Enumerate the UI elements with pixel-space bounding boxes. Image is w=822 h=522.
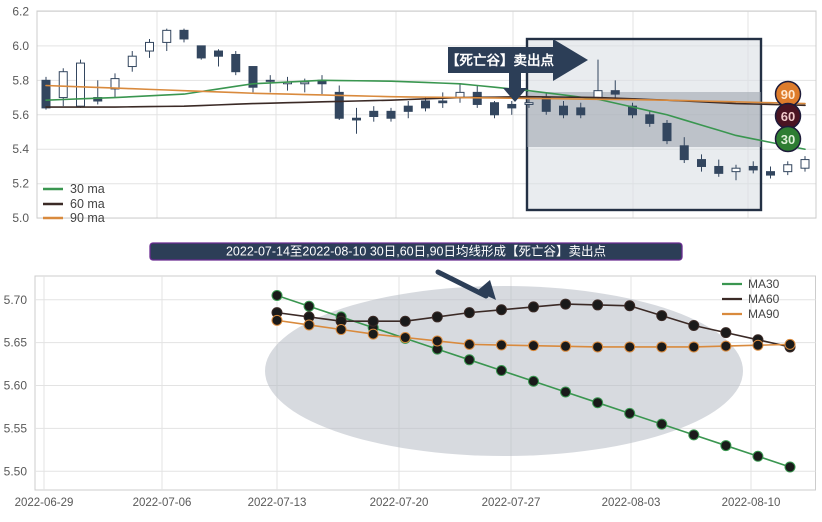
svg-text:6.2: 6.2 [12, 4, 29, 18]
svg-text:5.70: 5.70 [4, 293, 28, 307]
svg-text:60: 60 [781, 109, 795, 124]
svg-text:2022-06-29: 2022-06-29 [15, 497, 74, 509]
svg-text:2022-07-13: 2022-07-13 [248, 497, 307, 509]
svg-text:2022-07-20: 2022-07-20 [370, 497, 429, 509]
svg-text:2022-08-03: 2022-08-03 [602, 497, 661, 509]
svg-text:30 ma: 30 ma [70, 182, 105, 196]
svg-text:6.0: 6.0 [12, 39, 29, 53]
svg-text:【死亡谷】卖出点: 【死亡谷】卖出点 [446, 52, 554, 68]
svg-text:2022-07-27: 2022-07-27 [482, 497, 541, 509]
svg-text:5.8: 5.8 [12, 73, 29, 87]
svg-text:90 ma: 90 ma [70, 211, 105, 225]
svg-text:60 ma: 60 ma [70, 197, 105, 211]
svg-text:90: 90 [781, 87, 795, 102]
svg-text:MA30: MA30 [748, 277, 780, 291]
svg-text:2022-07-06: 2022-07-06 [133, 497, 192, 509]
svg-text:5.60: 5.60 [4, 379, 28, 393]
svg-text:5.0: 5.0 [12, 211, 29, 225]
svg-text:30: 30 [781, 132, 795, 147]
svg-text:MA90: MA90 [748, 307, 780, 321]
svg-text:5.2: 5.2 [12, 177, 29, 191]
svg-text:5.6: 5.6 [12, 108, 29, 122]
svg-text:5.65: 5.65 [4, 336, 28, 350]
svg-text:2022-08-10: 2022-08-10 [722, 497, 781, 509]
svg-text:2022-07-14至2022-08-10 30日,60日,: 2022-07-14至2022-08-10 30日,60日,90日均线形成【死亡… [226, 245, 606, 259]
svg-text:5.50: 5.50 [4, 464, 28, 478]
svg-text:5.4: 5.4 [12, 142, 29, 156]
svg-text:MA60: MA60 [748, 292, 780, 306]
svg-text:5.55: 5.55 [4, 421, 28, 435]
